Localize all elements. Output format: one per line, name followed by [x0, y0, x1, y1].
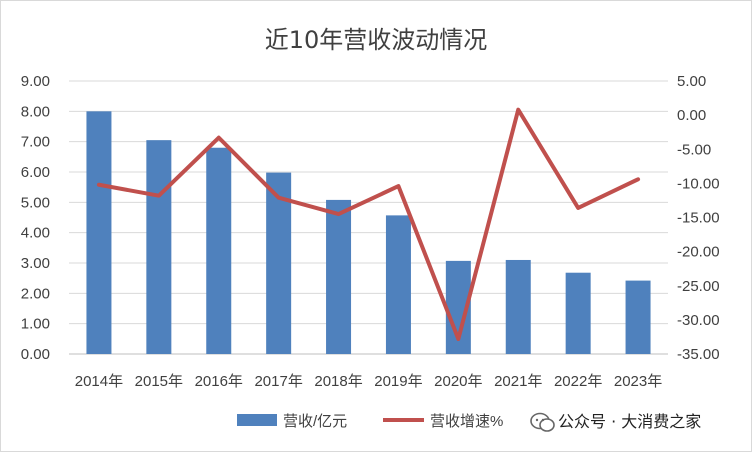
left-tick-label: 3.00	[21, 255, 50, 272]
chart-title: 近10年营收波动情况	[265, 26, 488, 54]
legend-bar-label: 营收/亿元	[283, 413, 347, 430]
category-label: 2022年	[554, 373, 602, 390]
bar-series	[86, 111, 651, 354]
category-label: 2023年	[614, 373, 662, 390]
wechat-icon	[530, 412, 555, 432]
right-tick-label: -10.00	[677, 175, 720, 192]
line-point	[637, 178, 639, 180]
growth-line	[96, 107, 641, 341]
right-axis-ticks: -35.00 -30.00 -25.00 -20.00 -15.00 -10.00 -5.0…	[677, 73, 720, 363]
right-tick-label: 0.00	[677, 107, 706, 124]
category-label: 2017年	[254, 373, 302, 390]
bar	[86, 111, 112, 354]
line-series	[96, 107, 641, 341]
line-point	[517, 109, 519, 111]
bar	[266, 172, 292, 354]
category-label: 2019年	[374, 373, 422, 390]
left-tick-label: 5.00	[21, 194, 50, 211]
category-label: 2014年	[75, 373, 123, 390]
line-point	[278, 197, 280, 199]
watermark-text: 公众号 · 大消费之家	[558, 412, 701, 431]
left-tick-label: 8.00	[21, 103, 50, 120]
category-axis-ticks: 2014年 2015年 2016年 2017年 2018年 2019年 2020年 2021年…	[75, 373, 662, 390]
right-tick-label: -25.00	[677, 278, 720, 295]
left-axis-ticks: 0.00 1.00 2.00 3.00 4.00 5.00 6.00 7.00 8.00 9.00	[21, 73, 50, 363]
legend-line-label: 营收增速%	[430, 413, 503, 430]
line-point	[457, 338, 459, 340]
right-tick-label: -15.00	[677, 210, 720, 227]
watermark: 公众号 · 大消费之家	[530, 412, 701, 432]
line-point	[577, 207, 579, 209]
bar	[565, 272, 591, 354]
left-tick-label: 6.00	[21, 164, 50, 181]
category-label: 2015年	[135, 373, 183, 390]
line-point	[98, 184, 100, 186]
right-tick-label: 5.00	[677, 73, 706, 90]
right-tick-label: -20.00	[677, 244, 720, 261]
legend-bar-swatch	[237, 414, 277, 426]
right-tick-label: -35.00	[677, 346, 720, 363]
left-tick-label: 7.00	[21, 134, 50, 151]
bar	[385, 215, 411, 354]
bar	[146, 140, 172, 354]
line-point	[218, 137, 220, 139]
left-tick-label: 2.00	[21, 285, 50, 302]
right-tick-label: -30.00	[677, 312, 720, 329]
bar	[505, 259, 531, 354]
left-tick-label: 1.00	[21, 316, 50, 333]
category-label: 2018年	[314, 373, 362, 390]
left-tick-label: 4.00	[21, 225, 50, 242]
right-tick-label: -5.00	[677, 141, 711, 158]
left-tick-label: 9.00	[21, 73, 50, 90]
left-tick-label: 0.00	[21, 346, 50, 363]
bar	[326, 199, 352, 354]
legend: 营收/亿元 营收增速%	[237, 413, 503, 430]
line-point	[158, 195, 160, 197]
line-point	[397, 185, 399, 187]
bar	[206, 147, 232, 354]
line-point	[338, 213, 340, 215]
category-label: 2016年	[195, 373, 243, 390]
bar	[625, 280, 651, 354]
category-label: 2021年	[494, 373, 542, 390]
category-label: 2020年	[434, 373, 482, 390]
